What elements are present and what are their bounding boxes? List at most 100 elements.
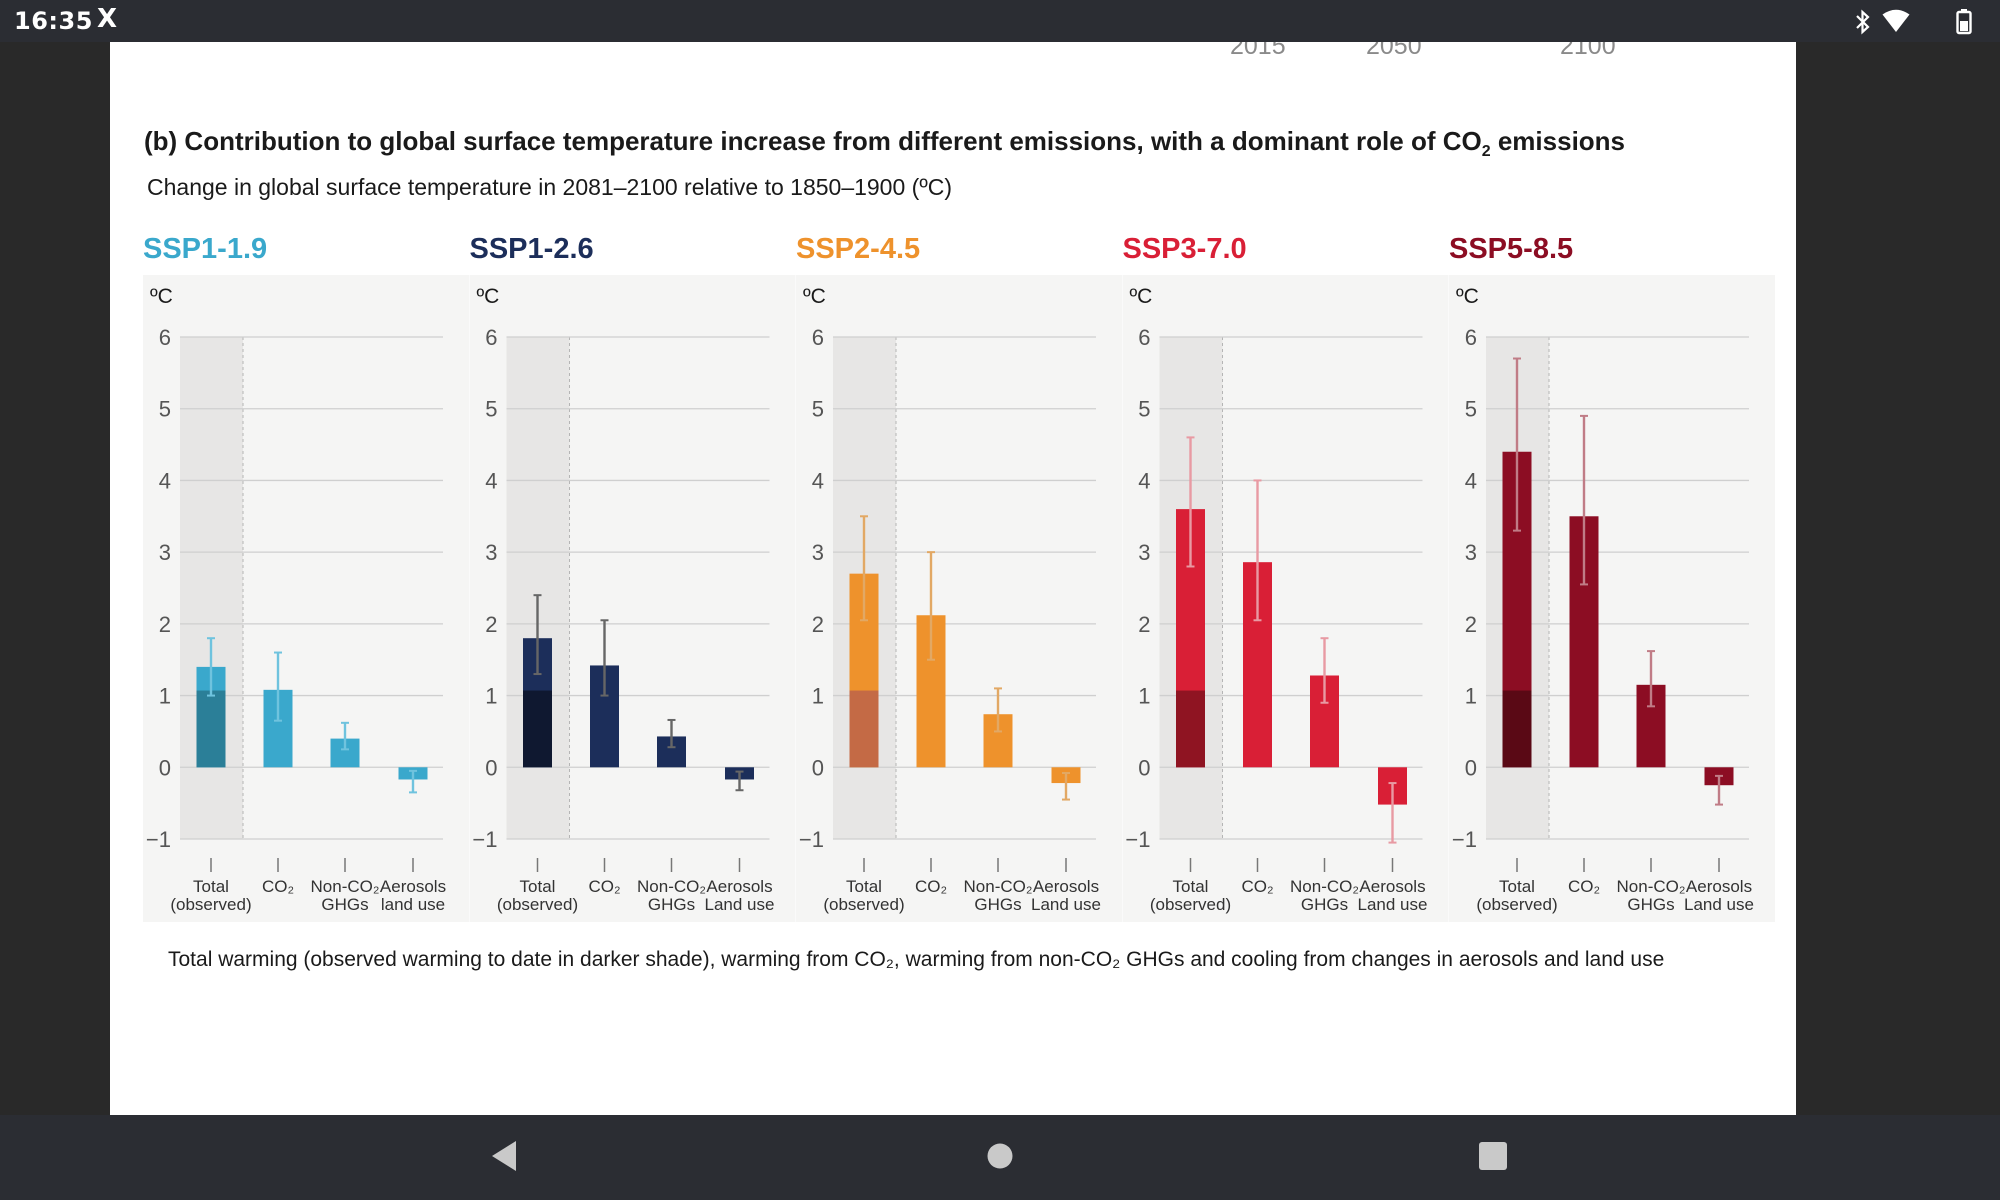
category-label: CO₂ [1241, 877, 1273, 896]
ssp-heading: SSP1-1.9 [143, 233, 267, 265]
category-label: (observed) [1476, 895, 1557, 914]
y-tick-label: 6 [812, 325, 824, 350]
status-bar: 16:35 X [0, 0, 2000, 42]
y-tick-label: 2 [485, 612, 497, 637]
category-label: GHGs [321, 895, 368, 914]
y-tick-label: 0 [1465, 755, 1477, 780]
category-label: Non-CO₂ [1617, 877, 1686, 896]
status-time: 16:35 [14, 7, 93, 35]
panel-title-subscript: 2 [1481, 143, 1491, 161]
y-tick-label: 5 [485, 397, 497, 422]
category-label: Total [846, 877, 882, 896]
ssp-heading: SSP2-4.5 [796, 233, 920, 265]
y-tick-label: 2 [812, 612, 824, 637]
category-label: Land use [1684, 895, 1754, 914]
y-tick-label: 5 [159, 397, 171, 422]
y-tick-label: 6 [1138, 325, 1150, 350]
unit-label: ºC [1130, 285, 1153, 308]
battery-icon [1956, 9, 1972, 35]
y-tick-label: 0 [1138, 755, 1150, 780]
unit-label: ºC [150, 285, 173, 308]
category-label: Aerosols [1033, 877, 1099, 896]
wifi-icon [1882, 9, 1910, 32]
category-label: GHGs [1301, 895, 1348, 914]
y-tick-label: 4 [812, 468, 824, 493]
category-label: Total [1499, 877, 1535, 896]
x-app-icon: X [97, 4, 118, 34]
category-label: GHGs [974, 895, 1021, 914]
y-tick-label: 1 [1138, 684, 1150, 709]
y-tick-label: 2 [1465, 612, 1477, 637]
observed-warming-bar [1176, 690, 1205, 768]
category-label: (observed) [170, 895, 251, 914]
y-tick-label: 3 [485, 540, 497, 565]
y-tick-label: 5 [1465, 397, 1477, 422]
category-label: CO₂ [262, 877, 294, 896]
y-tick-label: −1 [146, 827, 171, 852]
y-tick-label: 1 [1465, 684, 1477, 709]
recents-icon [1479, 1142, 1507, 1170]
y-tick-label: 1 [485, 684, 497, 709]
y-tick-label: 1 [159, 684, 171, 709]
category-label: Non-CO₂ [311, 877, 380, 896]
y-tick-label: −1 [1452, 827, 1477, 852]
y-tick-label: 0 [159, 755, 171, 780]
y-tick-label: 5 [1138, 397, 1150, 422]
category-label: (observed) [497, 895, 578, 914]
category-label: Aerosols [1359, 877, 1425, 896]
recents-button[interactable] [1478, 1139, 1508, 1173]
panel-title-text: (b) Contribution to global surface tempe… [144, 126, 1482, 156]
back-button[interactable] [490, 1139, 520, 1173]
ssp-heading: SSP5-8.5 [1449, 233, 1573, 265]
y-tick-label: 4 [159, 468, 171, 493]
axis-tick-label: 2015 [1230, 42, 1286, 60]
category-label: Total [520, 877, 556, 896]
category-label: Aerosols [706, 877, 772, 896]
panel-subtitle: Change in global surface temperature in … [147, 174, 952, 200]
y-tick-label: −1 [472, 827, 497, 852]
y-tick-label: 6 [159, 325, 171, 350]
home-button[interactable] [986, 1139, 1014, 1173]
category-label: Total [1173, 877, 1209, 896]
category-label: CO₂ [588, 877, 620, 896]
y-tick-label: 4 [1465, 468, 1477, 493]
figure-caption: Total warming (observed warming to date … [168, 948, 1665, 971]
y-tick-label: 0 [812, 755, 824, 780]
category-label: (observed) [1150, 895, 1231, 914]
category-label: (observed) [823, 895, 904, 914]
observed-warming-bar [1502, 690, 1532, 768]
y-tick-label: 3 [812, 540, 824, 565]
back-icon [492, 1141, 516, 1171]
panel-title: (b) Contribution to global surface tempe… [144, 126, 1625, 161]
document-page[interactable]: 2015 2050 2100 (b) Contribution to globa… [110, 42, 1796, 1115]
home-icon [987, 1143, 1013, 1169]
category-label: Aerosols [1686, 877, 1752, 896]
y-tick-label: 4 [485, 468, 497, 493]
axis-tick-label: 2100 [1560, 42, 1616, 60]
category-label: Land use [1031, 895, 1101, 914]
y-tick-label: 6 [485, 325, 497, 350]
category-label: Land use [705, 895, 775, 914]
y-tick-label: 2 [159, 612, 171, 637]
unit-label: ºC [1456, 285, 1479, 308]
observed-warming-bar [523, 690, 552, 768]
bluetooth-icon [1856, 9, 1870, 35]
category-label: CO₂ [915, 877, 947, 896]
y-tick-label: 6 [1465, 325, 1477, 350]
unit-label: ºC [803, 285, 826, 308]
y-tick-label: 3 [1465, 540, 1477, 565]
ssp-heading: SSP3-7.0 [1123, 233, 1247, 265]
y-tick-label: 2 [1138, 612, 1150, 637]
y-tick-label: 5 [812, 397, 824, 422]
y-tick-label: 0 [485, 755, 497, 780]
category-label: Non-CO₂ [964, 877, 1033, 896]
unit-label: ºC [477, 285, 500, 308]
category-label: Land use [1358, 895, 1428, 914]
y-tick-label: −1 [799, 827, 824, 852]
navigation-bar [0, 1115, 2000, 1200]
category-label: Non-CO₂ [1290, 877, 1359, 896]
category-label: land use [381, 895, 445, 914]
category-label: Total [193, 877, 229, 896]
y-tick-label: 3 [159, 540, 171, 565]
y-tick-label: −1 [1125, 827, 1150, 852]
